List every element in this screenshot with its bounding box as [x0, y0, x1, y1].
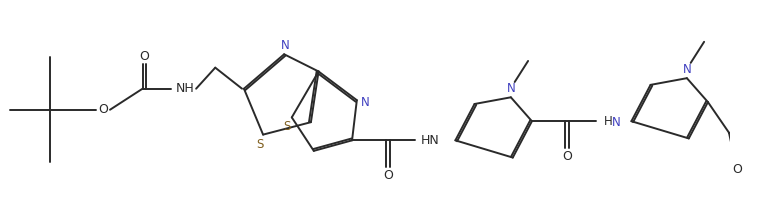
Text: HN: HN	[421, 134, 440, 147]
Text: N: N	[281, 39, 289, 52]
Text: N: N	[612, 116, 620, 129]
Text: N: N	[361, 96, 370, 109]
Text: H: H	[604, 115, 613, 128]
Text: N: N	[507, 82, 515, 95]
Text: O: O	[562, 150, 571, 163]
Text: NH: NH	[175, 82, 194, 95]
Text: O: O	[732, 163, 742, 176]
Text: S: S	[256, 138, 264, 151]
Text: S: S	[283, 120, 291, 134]
Text: O: O	[383, 169, 393, 182]
Text: O: O	[139, 50, 149, 63]
Text: N: N	[683, 63, 691, 76]
Text: O: O	[98, 103, 108, 116]
